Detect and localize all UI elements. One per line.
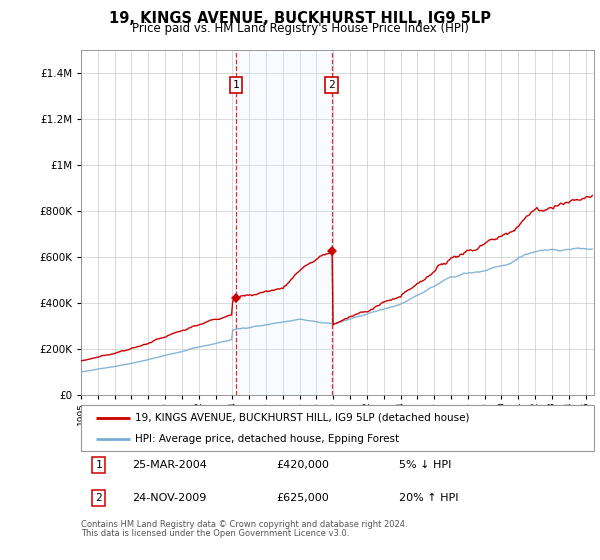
Text: HPI: Average price, detached house, Epping Forest: HPI: Average price, detached house, Eppi… [135,434,399,444]
Text: 19, KINGS AVENUE, BUCKHURST HILL, IG9 5LP: 19, KINGS AVENUE, BUCKHURST HILL, IG9 5L… [109,11,491,26]
Text: This data is licensed under the Open Government Licence v3.0.: This data is licensed under the Open Gov… [81,529,349,538]
Text: £420,000: £420,000 [276,460,329,470]
Text: 5% ↓ HPI: 5% ↓ HPI [399,460,451,470]
Text: 20% ↑ HPI: 20% ↑ HPI [399,493,458,503]
Text: 1: 1 [95,460,103,470]
Bar [236,50,332,395]
Text: £625,000: £625,000 [276,493,329,503]
Text: 25-MAR-2004: 25-MAR-2004 [133,460,207,470]
Text: 24-NOV-2009: 24-NOV-2009 [133,493,206,503]
Text: 19, KINGS AVENUE, BUCKHURST HILL, IG9 5LP (detached house): 19, KINGS AVENUE, BUCKHURST HILL, IG9 5L… [135,413,469,423]
Text: Price paid vs. HM Land Registry's House Price Index (HPI): Price paid vs. HM Land Registry's House … [131,22,469,35]
FancyBboxPatch shape [81,405,594,451]
Text: 1: 1 [233,80,239,90]
Text: 2: 2 [95,493,103,503]
Text: Contains HM Land Registry data © Crown copyright and database right 2024.: Contains HM Land Registry data © Crown c… [81,520,407,529]
Text: 2: 2 [328,80,335,90]
